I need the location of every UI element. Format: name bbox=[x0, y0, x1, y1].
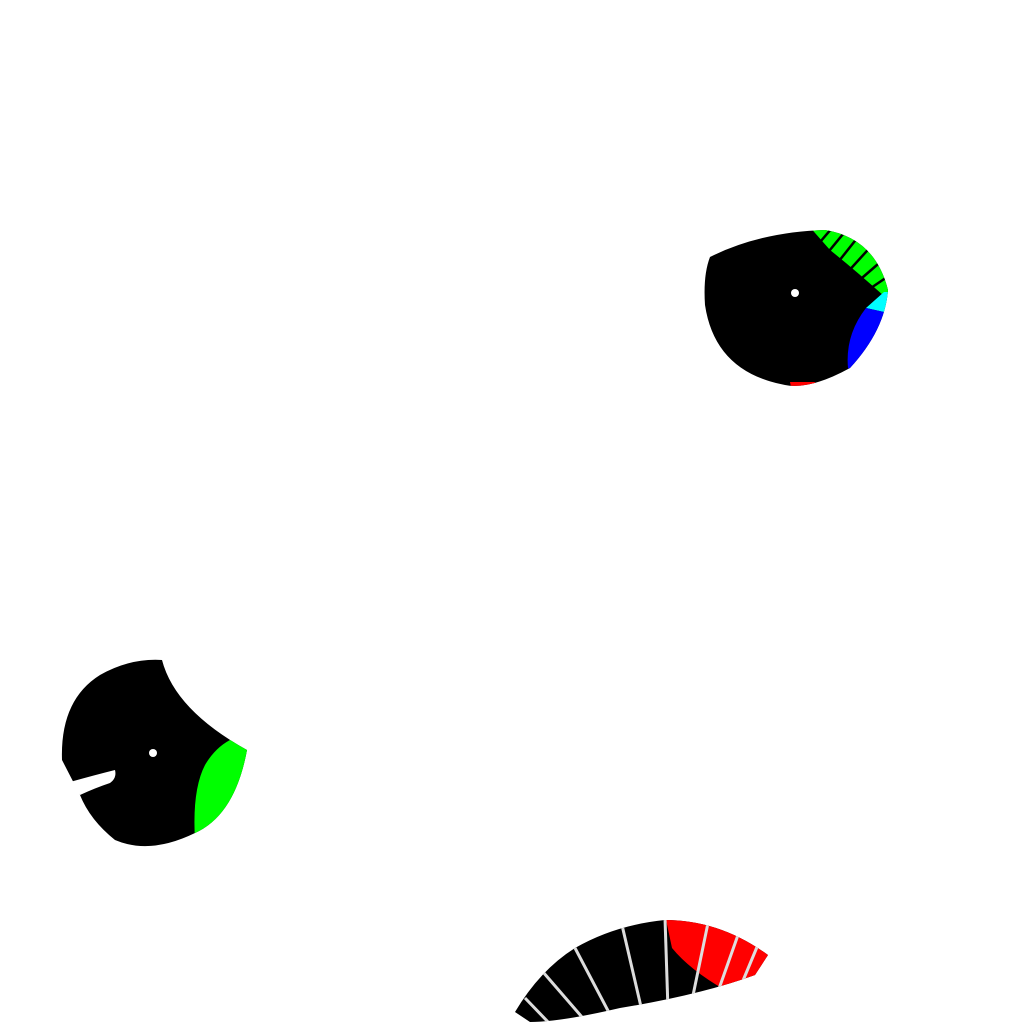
creature-top-right[interactable] bbox=[690, 220, 900, 400]
creature-left-white-notch bbox=[70, 770, 116, 795]
creature-left-pupil bbox=[149, 749, 157, 757]
creature-top-right-cyan-sliver bbox=[866, 292, 888, 318]
creature-bottom[interactable] bbox=[505, 910, 785, 1024]
creature-left[interactable] bbox=[50, 650, 260, 860]
creature-top-right-pupil bbox=[791, 289, 799, 297]
creature-top-right-red-sliver bbox=[790, 382, 815, 386]
